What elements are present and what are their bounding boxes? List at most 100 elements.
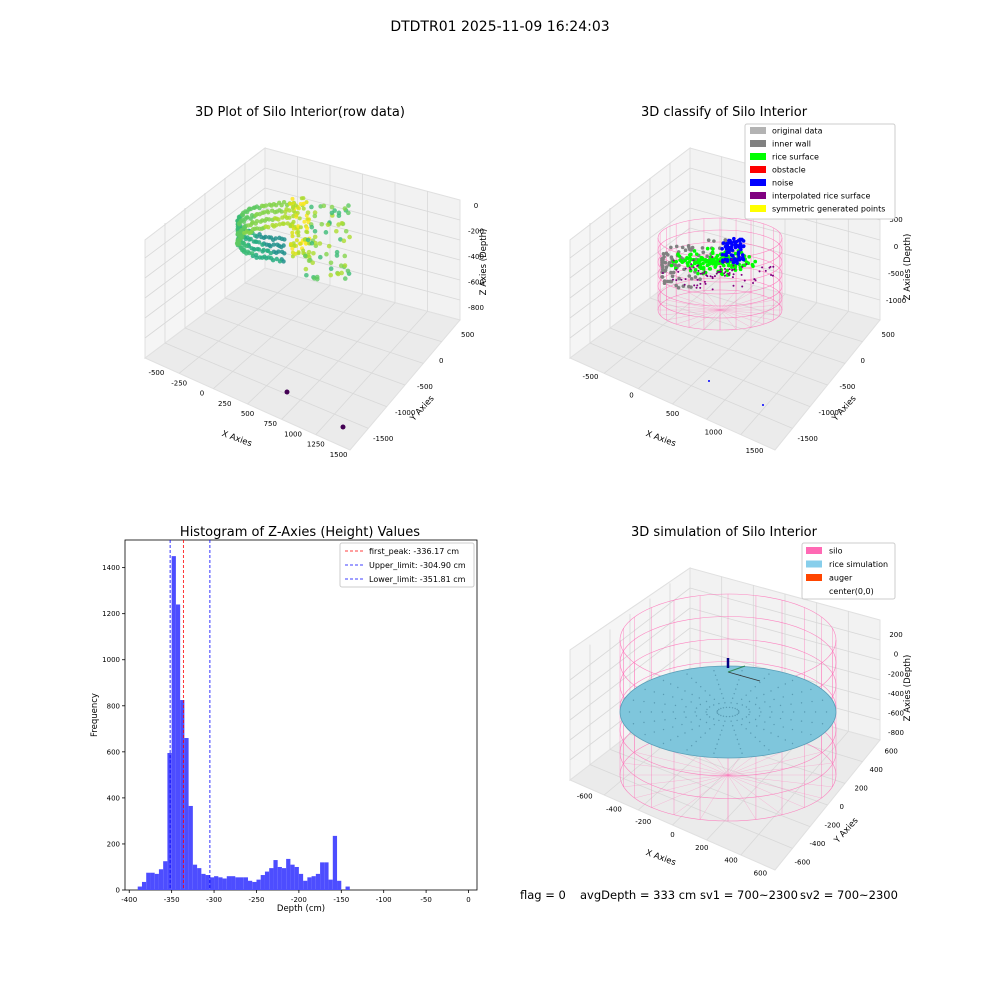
histogram-bar (294, 866, 299, 890)
p2-point-inner-wall (671, 270, 676, 275)
p2-point-inner-wall (687, 247, 692, 252)
histogram-bar (226, 876, 232, 890)
p2-point-inner-wall (687, 274, 692, 278)
p1-point (266, 224, 271, 230)
p4-rice-surface (619, 665, 837, 759)
p2-point-interpolated (723, 261, 726, 264)
legend-label: noise (772, 179, 793, 188)
p2-point-interpolated (711, 288, 714, 291)
p1-point (279, 249, 285, 255)
p2-point-inner-wall (712, 239, 716, 243)
p1-point (298, 225, 303, 230)
p1-point (312, 213, 318, 219)
p2-point-rice-surface (726, 263, 731, 268)
p4-legend: silo rice simulation auger center(0,0) (801, 542, 896, 600)
p2-point-rice-surface (674, 259, 679, 264)
p2-point-inner-wall (660, 258, 664, 263)
p2-point-inner-wall (664, 265, 669, 270)
p2-point-inner-wall (683, 248, 688, 253)
x-tick-label: 1000 (284, 430, 302, 438)
p1-point (251, 239, 257, 244)
p3-x-label: Depth (cm) (277, 904, 325, 914)
p2-point-noise (729, 241, 733, 245)
legend-label: Lower_limit: -351.81 cm (369, 575, 466, 584)
x-tick-label: 0 (629, 392, 633, 400)
histogram-bar (231, 876, 236, 890)
p1-point (297, 216, 302, 221)
p2-point-interpolated (770, 274, 773, 277)
p2-point-interpolated (677, 270, 680, 273)
p2-point-rice-surface (680, 260, 685, 265)
histogram-bar (218, 877, 223, 890)
p2-point-interpolated (728, 268, 731, 271)
p1-point (305, 237, 311, 243)
p2-classified-points (660, 236, 775, 406)
p2-point-rice-surface (712, 261, 716, 266)
x-tick-label: 750 (264, 420, 277, 428)
z-tick-label: 0 (474, 202, 478, 210)
histogram-bar (307, 877, 312, 890)
panel-raw-data-3d: 3D Plot of Silo Interior(row data) -500-… (144, 105, 489, 459)
p1-point (342, 276, 348, 281)
p1-point (342, 263, 348, 268)
histogram-bar (260, 875, 265, 890)
y-tick-label: 600 (885, 747, 898, 755)
p4-y-label: Y Axies (832, 815, 861, 846)
p2-point-noise (727, 250, 731, 255)
legend-label: silo (829, 547, 843, 556)
histogram-bar (154, 873, 159, 890)
p2-point-noise (738, 241, 743, 246)
legend-swatch (750, 127, 766, 134)
p2-point-interpolated (745, 263, 748, 266)
p2-point-inner-wall (700, 246, 705, 250)
p1-point (323, 230, 329, 235)
p2-point-interpolated (772, 265, 775, 268)
p2-point-interpolated (724, 271, 727, 274)
z-tick-label: -800 (468, 304, 484, 312)
x-tick-label: 0 (200, 390, 204, 398)
p2-title: 3D classify of Silo Interior (641, 105, 808, 120)
y-tick-label: -600 (795, 859, 811, 867)
x-tick-label: -400 (606, 805, 622, 813)
histogram-bar (256, 879, 261, 890)
p2-point-noise (708, 380, 710, 382)
p4-z-label: Z Axies (Depth) (903, 655, 913, 722)
p2-point-interpolated (699, 282, 702, 285)
p2-point-rice-surface (702, 258, 706, 262)
p1-point (298, 241, 303, 246)
p1-y-ticks: 500 0 -500 -1000 -1500 (373, 331, 474, 443)
p1-point (274, 256, 279, 262)
p1-z-label: Z Axies (Depth) (479, 229, 489, 296)
p2-point-interpolated (743, 279, 746, 282)
p3-y-ticks: 0 200 400 600 800 1000 1200 1400 (102, 564, 125, 895)
p2-point-noise (723, 253, 728, 257)
p2-point-interpolated (733, 268, 736, 271)
legend-label: interpolated rice surface (772, 192, 870, 201)
histogram-bar (328, 879, 333, 890)
p2-point-rice-surface (705, 246, 710, 251)
histogram-bar (315, 873, 321, 890)
p2-point-interpolated (732, 264, 735, 267)
histogram-bar (298, 873, 304, 890)
x-tick-label: 600 (754, 870, 767, 878)
p2-point-interpolated (715, 272, 718, 275)
p1-point (303, 266, 309, 272)
y-tick-label: -1500 (373, 435, 393, 443)
p2-point-rice-surface (707, 260, 712, 264)
p1-point (324, 251, 329, 257)
z-tick-label: -200 (468, 227, 484, 235)
histogram-bar (222, 878, 227, 890)
x-tick-label: -100 (376, 896, 392, 904)
p1-point (288, 201, 293, 206)
p2-point-rice-surface (689, 257, 693, 262)
p2-point-interpolated (697, 269, 700, 272)
p2-point-interpolated (724, 267, 727, 270)
p2-point-rice-surface (694, 252, 699, 256)
p1-point (296, 229, 301, 234)
x-tick-label: -250 (171, 379, 187, 387)
histogram-bar (150, 872, 155, 890)
x-tick-label: -500 (148, 369, 164, 377)
histogram-bar (214, 876, 219, 890)
p1-axes-box (144, 146, 461, 451)
status-sv2: sv2 = 700~2300 (800, 888, 898, 902)
